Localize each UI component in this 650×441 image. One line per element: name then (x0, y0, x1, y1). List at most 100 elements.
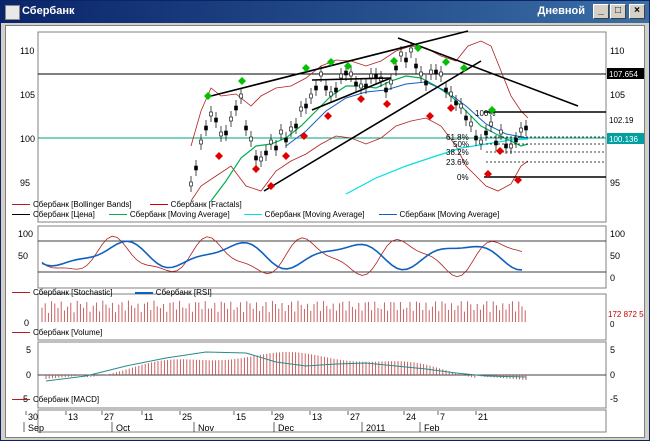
candle-body (509, 143, 513, 149)
candle-body (339, 73, 343, 79)
candle-body (194, 165, 198, 171)
window-title: Сбербанк (22, 5, 75, 17)
volume-tick-left: 0 (24, 318, 29, 328)
legend-item: Сбербанк [Stochastic] (12, 288, 113, 297)
candle-body (359, 83, 363, 89)
price-label-107: 107.654 (609, 70, 638, 79)
candle-body (479, 139, 483, 145)
candle-body (389, 79, 393, 85)
candle-body (354, 81, 358, 87)
candle-body (189, 181, 193, 187)
legend-item: Сбербанк [Fractals] (149, 200, 242, 209)
fractal-up-marker (460, 64, 468, 72)
candle-body (304, 103, 308, 109)
ma-blue-line (285, 81, 529, 147)
chart-app-icon (5, 5, 20, 20)
candle-body (229, 116, 233, 122)
rsi-line (41, 240, 523, 271)
candle-body (209, 111, 213, 117)
chart-canvas[interactable]: 110 105 100 95 110 105 95 107.654 102.19… (6, 26, 649, 437)
macd-tick-right: 0 (610, 370, 615, 380)
candle-body (214, 117, 218, 123)
time-axis-month-label: Nov (198, 423, 215, 433)
time-axis-day-label: 7 (440, 412, 445, 422)
fractal-up-marker (414, 44, 422, 52)
time-axis-month-label: Dec (278, 423, 295, 433)
time-axis-day-label: 27 (104, 412, 114, 422)
price-label-ma: 100.136 (609, 135, 638, 144)
fractal-down-marker (215, 152, 223, 160)
candle-body (499, 129, 503, 135)
candle-body (369, 73, 373, 79)
time-axis-month-label: Feb (424, 423, 440, 433)
price-label-box (607, 68, 644, 79)
macd-tick-right: -5 (610, 394, 618, 404)
candle-body (319, 71, 323, 77)
trend-line-channel (311, 77, 392, 111)
price-tick-right: 110 (610, 46, 624, 56)
price-tick-left: 110 (20, 46, 34, 56)
macd-legend: Сбербанк [MACD] (12, 395, 99, 404)
candle-body (344, 70, 348, 76)
candle-body (504, 143, 508, 149)
volume-legend: Сбербанк [Volume] (12, 328, 102, 337)
volume-right-label: 172 872 54 (608, 310, 644, 319)
chart-area[interactable]: 110 105 100 95 110 105 95 107.654 102.19… (5, 25, 649, 438)
candle-body (349, 71, 353, 77)
fractal-down-marker (447, 104, 455, 112)
maximize-button[interactable]: □ (610, 4, 626, 19)
candle-body (249, 136, 253, 142)
time-axis-day-label: 15 (236, 412, 246, 422)
candle-body (294, 123, 298, 129)
candle-body (439, 71, 443, 77)
close-button[interactable]: × (629, 4, 645, 19)
candle-body (424, 80, 428, 86)
candle-body (514, 137, 518, 143)
candle-body (454, 100, 458, 106)
maximize-icon: □ (614, 5, 622, 16)
volume-pane-frame (37, 293, 607, 341)
trend-lines (210, 30, 606, 192)
candle-body (219, 131, 223, 137)
time-axis-day-label: 29 (274, 412, 284, 422)
fractal-down-marker (426, 112, 434, 120)
price-y-axis: 110 105 100 95 110 105 95 (20, 46, 625, 188)
fractal-up-marker (302, 64, 310, 72)
fractal-up-marker (488, 106, 496, 114)
fractal-up-marker (204, 92, 212, 100)
trend-line-upper (210, 30, 469, 97)
candle-body (199, 139, 203, 145)
fractal-down-marker (267, 182, 275, 190)
ma-cyan-line (345, 138, 529, 195)
title-bar[interactable]: Сбербанк Дневной _ □ × (1, 1, 649, 23)
timeframe-label: Дневной (537, 5, 586, 17)
trend-line-lower (263, 60, 482, 192)
candle-body (279, 129, 283, 135)
osc-tick-left: 100 (18, 229, 33, 239)
fib-label: 38.2% (446, 148, 469, 157)
time-axis-day-label: 24 (406, 412, 416, 422)
volume-bars (41, 300, 526, 322)
candle-body (399, 51, 403, 57)
time-axis-month-label: Oct (116, 423, 131, 433)
fractal-markers (204, 44, 522, 190)
fractal-down-marker (484, 170, 492, 178)
candle-body (334, 87, 338, 93)
candle-body (244, 125, 248, 131)
close-icon: × (634, 5, 640, 16)
macd-tick-left: -5 (20, 394, 28, 404)
candle-body (469, 121, 473, 127)
legend-item: Сбербанк [Цена] (12, 210, 95, 219)
fractal-down-marker (514, 176, 522, 184)
stochastic-line (41, 235, 523, 278)
minimize-button[interactable]: _ (593, 4, 609, 19)
legend-item: Сбербанк [Bollinger Bands] (12, 200, 132, 209)
macd-y-axis: 5 0 -5 5 0 -5 (20, 345, 618, 404)
fractal-down-marker (300, 132, 308, 140)
candle-body (269, 139, 273, 145)
macd-signal-line (45, 351, 527, 382)
legend-item: Сбербанк [Moving Average] (108, 210, 230, 219)
macd-tick-left: 0 (26, 370, 31, 380)
price-label-last: 102.19 (609, 116, 634, 125)
